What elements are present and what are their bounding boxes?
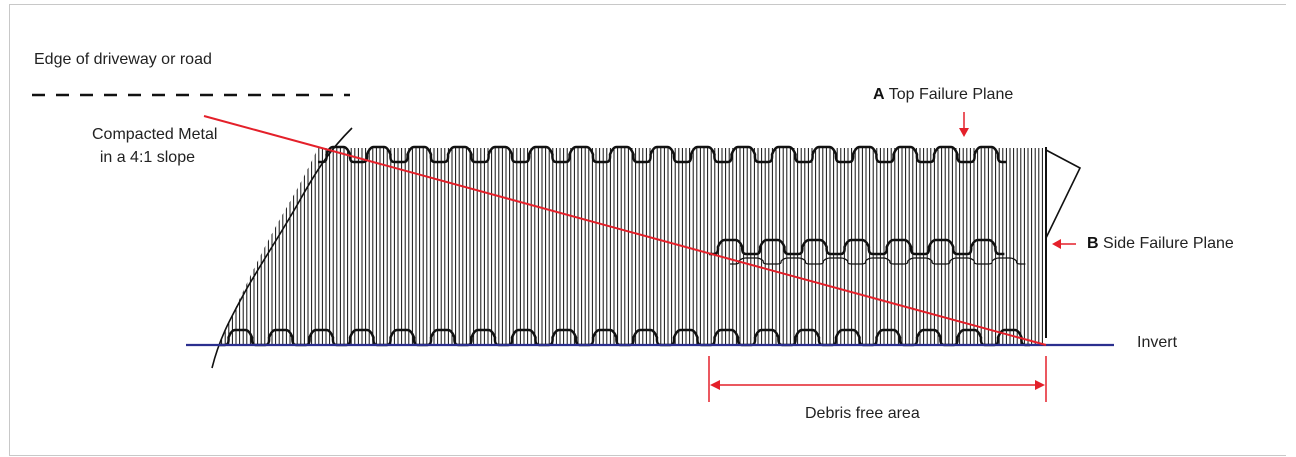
debris-free-area-label: Debris free area <box>805 405 920 422</box>
top-failure-plane-letter: A <box>873 86 885 103</box>
figure-frame <box>9 4 1286 456</box>
edge-of-road-label: Edge of driveway or road <box>34 51 212 68</box>
invert-label: Invert <box>1137 334 1178 351</box>
top-corrugation-profile <box>318 145 1007 164</box>
side-failure-plane-label: B Side Failure Plane <box>1087 234 1234 253</box>
side-failure-plane-text: Side Failure Plane <box>1103 235 1234 252</box>
top-failure-plane-label: A Top Failure Plane <box>873 85 1013 104</box>
debris-dim-right-arrowhead <box>1035 380 1045 390</box>
compacted-metal-label-line2: in a 4:1 slope <box>99 149 195 166</box>
slope-red-line <box>203 115 1047 346</box>
compacted-metal-label-line1: Compacted Metal <box>92 126 218 143</box>
debris-dim-left-arrowhead <box>710 380 720 390</box>
side-failure-arrowhead <box>1052 239 1061 249</box>
top-failure-arrowhead <box>959 128 969 137</box>
pipe-end-bevel <box>1045 149 1082 239</box>
top-failure-plane-text: Top Failure Plane <box>888 86 1014 103</box>
pipe-hatch-fill <box>221 148 1043 344</box>
side-failure-plane-letter: B <box>1087 235 1099 252</box>
side-corrugation-profile <box>709 238 1005 256</box>
side-corrugation-inner-profile <box>730 257 1026 265</box>
